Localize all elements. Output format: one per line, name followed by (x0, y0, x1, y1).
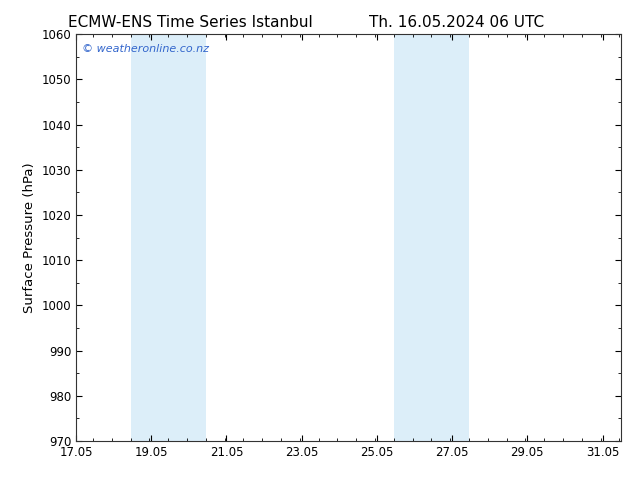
Text: ECMW-ENS Time Series Istanbul: ECMW-ENS Time Series Istanbul (68, 15, 313, 30)
Text: Th. 16.05.2024 06 UTC: Th. 16.05.2024 06 UTC (369, 15, 544, 30)
Bar (131, 34, 206, 441)
Bar (621, 34, 634, 441)
Y-axis label: Surface Pressure (hPa): Surface Pressure (hPa) (23, 162, 36, 313)
Bar (394, 34, 469, 441)
Text: © weatheronline.co.nz: © weatheronline.co.nz (82, 45, 209, 54)
